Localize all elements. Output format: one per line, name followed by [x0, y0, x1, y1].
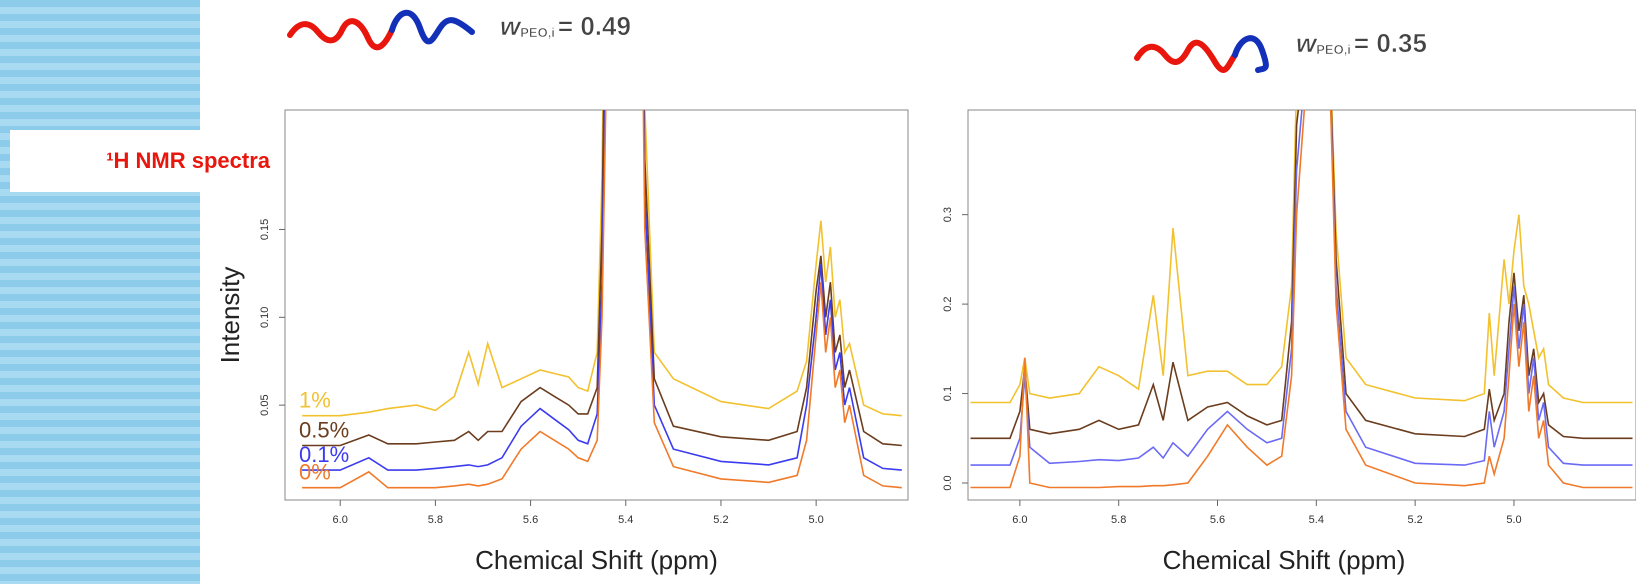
plot-frame	[967, 109, 1636, 501]
x-tick-label: 5.8	[428, 514, 443, 526]
annotation: wPEO,i = 0.35	[1296, 28, 1427, 58]
spectrum-line	[970, 110, 1633, 440]
annotation: wPEO,i = 0.49	[500, 11, 631, 41]
annotation-text: = 0.49	[558, 11, 631, 41]
x-tick-label: 6.0	[333, 514, 348, 526]
polymer-icon	[287, 9, 1269, 73]
series-label: 0%	[299, 460, 331, 485]
x-tick-label: 6.0	[1012, 514, 1027, 526]
series-label: 1%	[299, 387, 331, 412]
y-tick-label: 0.1	[942, 386, 954, 401]
x-tick-label: 5.8	[1111, 514, 1126, 526]
y-tick-label: 0.05	[259, 394, 271, 415]
spectrum-line	[302, 110, 902, 417]
x-tick-label: 5.6	[523, 514, 538, 526]
x-tick-label: 5.2	[1407, 514, 1422, 526]
annotation-symbol: w	[500, 11, 522, 41]
annotation-text: = 0.35	[1354, 28, 1427, 58]
y-tick-label: 0.3	[942, 207, 954, 222]
spectrum-line	[970, 110, 1633, 466]
plot-lines	[302, 110, 902, 489]
spectrum-line	[970, 110, 1633, 489]
series-label: 0.5%	[299, 417, 349, 442]
y-tick-label: 0.2	[942, 296, 954, 311]
x-tick-label: 5.4	[618, 514, 633, 526]
spectrum-line	[302, 110, 902, 447]
y-tick-label: 0.15	[259, 219, 271, 240]
spectrum-line	[302, 110, 902, 489]
x-axis-label: Chemical Shift (ppm)	[475, 545, 718, 575]
series-label: 0.1%	[299, 442, 349, 467]
spectrum-line	[970, 110, 1633, 404]
x-axis-label: Chemical Shift (ppm)	[1163, 545, 1406, 575]
x-tick-label: 5.0	[808, 514, 823, 526]
section-label: ¹H NMR spectra	[10, 130, 272, 192]
plot-lines	[970, 110, 1633, 489]
y-tick-label: 0.0	[942, 475, 954, 490]
x-tick-label: 5.4	[1309, 514, 1324, 526]
spectrum-line	[302, 110, 902, 471]
x-tick-label: 5.6	[1210, 514, 1225, 526]
x-tick-label: 5.2	[713, 514, 728, 526]
x-tick-label: 5.0	[1506, 514, 1521, 526]
y-axis-label: Intensity	[215, 267, 245, 364]
annotation-subscript: PEO,i	[520, 25, 555, 40]
plot-frame	[284, 109, 909, 501]
annotation-symbol: w	[1296, 28, 1318, 58]
side-strip	[0, 0, 200, 584]
y-tick-label: 0.10	[259, 307, 271, 328]
annotation-subscript: PEO,i	[1316, 42, 1351, 57]
